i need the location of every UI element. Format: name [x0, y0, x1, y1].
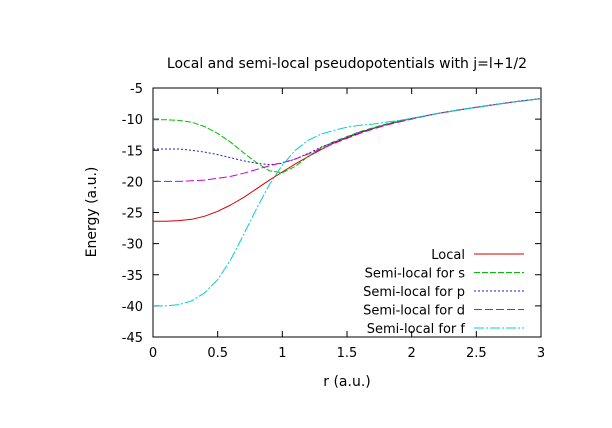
y-tick-label: -5: [130, 82, 143, 97]
y-tick-label: -20: [122, 175, 143, 190]
legend-label-1: Semi-local for s: [365, 267, 466, 282]
series-line-3: [153, 98, 542, 182]
y-tick-label: -35: [122, 269, 143, 284]
y-tick-label: -30: [122, 238, 143, 253]
legend: Local Semi-local for s Semi-local for p Sem…: [363, 248, 524, 337]
x-tick-label: 2.5: [466, 346, 487, 361]
x-tick-label: 1.5: [337, 346, 358, 361]
axis-ticks: 0 0.5 1 1.5 2 2.5 3 -5 -10 -15 -20 -25 -30 -35 -40 -45: [122, 82, 545, 361]
x-tick-label: 0.5: [207, 346, 228, 361]
series-lines: [153, 98, 542, 307]
y-tick-label: -45: [122, 331, 143, 346]
series-line-2: [153, 98, 542, 166]
legend-label-4: Semi-local for f: [367, 322, 466, 337]
x-tick-label: 1: [278, 346, 286, 361]
y-tick-label: -10: [122, 113, 143, 128]
series-line-4: [153, 98, 542, 307]
x-tick-label: 3: [537, 346, 545, 361]
x-axis-label: r (a.u.): [323, 374, 370, 390]
y-tick-label: -40: [122, 300, 143, 315]
plot-frame: [152, 87, 542, 338]
chart-title: Local and semi-local pseudopotentials wi…: [167, 56, 527, 72]
y-tick-label: -15: [122, 144, 143, 159]
legend-label-2: Semi-local for p: [363, 285, 465, 300]
x-tick-label: 2: [408, 346, 416, 361]
series-line-0: [153, 98, 542, 222]
legend-label-3: Semi-local for d: [363, 304, 465, 319]
series-line-1: [153, 98, 542, 174]
x-tick-label: 0: [149, 346, 157, 361]
legend-label-0: Local: [431, 248, 465, 263]
y-tick-label: -25: [122, 207, 143, 222]
y-axis-label: Energy (a.u.): [84, 167, 100, 258]
